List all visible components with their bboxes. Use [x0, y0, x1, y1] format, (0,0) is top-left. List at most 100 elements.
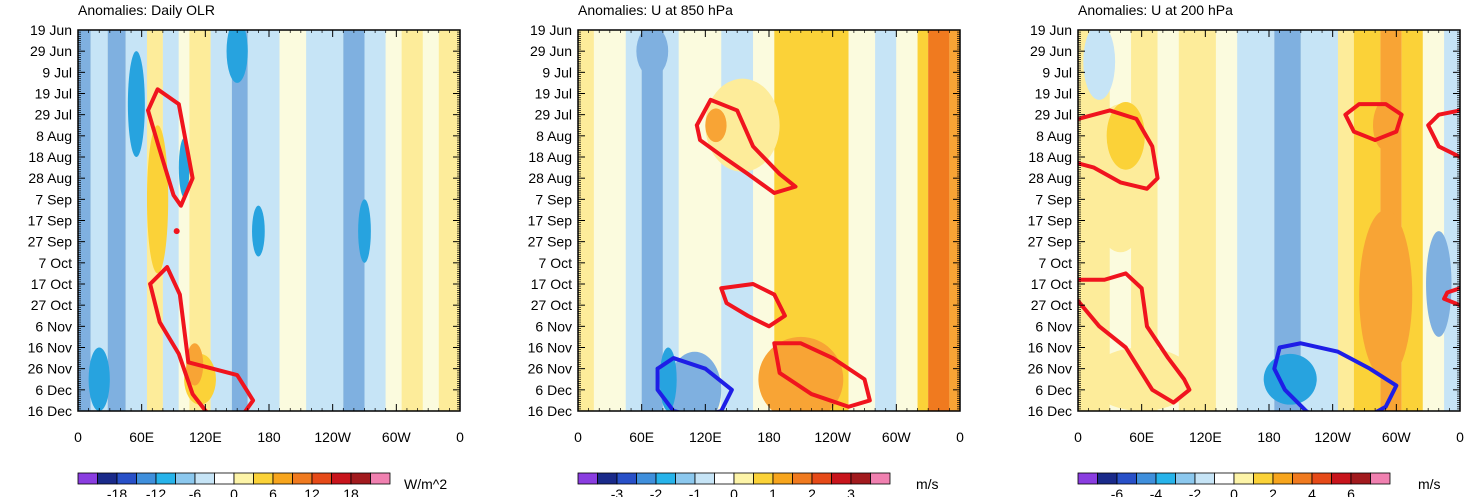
colorbar-swatch: [1292, 472, 1313, 485]
colorbar-swatch: [714, 472, 735, 485]
anomaly-band: [1157, 30, 1179, 411]
colorbar-swatch: [97, 472, 118, 485]
x-tick-label: 120W: [1314, 429, 1351, 445]
colorbar-swatch: [233, 472, 254, 485]
colorbar-swatch: [636, 472, 657, 485]
contour-red: [1078, 108, 1160, 191]
colorbar-swatch: [1175, 472, 1196, 485]
x-tick-label: 60W: [382, 429, 412, 445]
y-tick-label: 29 Jun: [30, 43, 72, 59]
y-tick-label: 7 Sep: [35, 191, 72, 207]
colorbar-swatch: [831, 472, 852, 485]
colorbar-units: m/s: [1418, 476, 1441, 492]
anomaly-blob: [1263, 353, 1317, 405]
y-tick-label: 27 Sep: [1028, 234, 1073, 250]
colorbar-swatch: [253, 472, 274, 485]
y-tick-label: 7 Sep: [535, 191, 572, 207]
anomaly-band: [279, 30, 307, 411]
colorbar-swatch: [1116, 472, 1137, 485]
anomaly-blob: [252, 205, 265, 257]
colorbar-swatch: [1311, 472, 1332, 485]
y-tick-label: 27 Sep: [28, 234, 73, 250]
y-tick-label: 6 Nov: [35, 318, 72, 334]
x-tick-label: 0: [1074, 429, 1082, 445]
y-tick-label: 28 Aug: [528, 170, 572, 186]
anomaly-band: [231, 30, 248, 411]
y-tick-label: 7 Oct: [539, 255, 573, 271]
y-tick-label: 16 Nov: [1028, 340, 1072, 356]
y-tick-label: 9 Jul: [1042, 64, 1072, 80]
y-tick-label: 17 Oct: [531, 276, 572, 292]
colorbar-swatch: [792, 472, 813, 485]
colorbar-swatch: [292, 472, 313, 485]
y-tick-label: 6 Dec: [535, 382, 572, 398]
y-tick-label: 18 Aug: [528, 149, 572, 165]
anomaly-band: [1237, 30, 1275, 411]
colorbar: -6 -4 -2 0 2 4 6 m/s: [1077, 472, 1441, 497]
colorbar-label: -18: [107, 486, 127, 497]
colorbar-units: m/s: [916, 476, 939, 492]
anomaly-blob: [1088, 347, 1195, 411]
colorbar-label: 0: [730, 486, 738, 497]
x-tick-label: 0: [74, 429, 82, 445]
colorbar-swatch: [733, 472, 754, 485]
colorbar-swatch: [753, 472, 774, 485]
anomaly-band: [1300, 30, 1338, 411]
x-tick-label: 0: [456, 429, 464, 445]
y-tick-label: 9 Jul: [542, 64, 572, 80]
plot-area: [1078, 30, 1460, 411]
plot-area: [578, 30, 960, 411]
anomaly-blob: [127, 51, 145, 157]
y-tick-label: 7 Oct: [1039, 255, 1073, 271]
anomaly-band: [662, 30, 679, 411]
x-tick-label: 60W: [1382, 429, 1412, 445]
anomaly-band: [678, 30, 722, 411]
y-tick-label: 29 Jul: [35, 107, 72, 123]
y-tick-label: 8 Aug: [536, 128, 572, 144]
y-tick-label: 26 Nov: [28, 361, 72, 377]
colorbar-label: 2: [1269, 486, 1277, 497]
y-tick-label: 28 Aug: [1028, 170, 1072, 186]
colorbar-label: 12: [304, 486, 320, 497]
anomaly-blob: [358, 199, 371, 263]
contour-blue: [655, 356, 734, 411]
colorbar-swatch: [214, 472, 235, 485]
y-tick-label: 28 Aug: [28, 170, 72, 186]
anomaly-band: [1215, 30, 1238, 411]
x-tick-label: 180: [757, 429, 781, 445]
colorbar-swatch: [1136, 472, 1157, 485]
anomaly-band: [578, 30, 594, 411]
colorbar-label: -6: [189, 486, 202, 497]
colorbar-label: -1: [689, 486, 702, 497]
colorbar-label: 0: [230, 486, 238, 497]
anomaly-band: [422, 30, 439, 411]
colorbar-swatch: [1233, 472, 1254, 485]
y-tick-label: 27 Sep: [528, 234, 573, 250]
y-tick-label: 19 Jun: [30, 22, 72, 38]
y-tick-label: 17 Oct: [31, 276, 72, 292]
colorbar: -18 -12 -6 0 6 12 18 W/m^2: [77, 472, 447, 497]
y-tick-label: 7 Oct: [39, 255, 73, 271]
colorbar-swatch: [811, 472, 832, 485]
x-tick-label: 0: [574, 429, 582, 445]
panel-1: Anomalies: Daily OLR 19 Jun 29 Jun 9 Jul 19 …: [28, 2, 464, 445]
y-tick-label: 29 Jul: [535, 107, 572, 123]
y-tick-label: 16 Dec: [528, 403, 572, 419]
colorbar-label: 3: [847, 486, 855, 497]
plot-area: [78, 30, 460, 411]
colorbar-label: 1: [769, 486, 777, 497]
colorbar-swatch: [772, 472, 793, 485]
anomaly-blob: [705, 108, 727, 143]
colorbar-swatch: [1350, 472, 1371, 485]
anomaly-band: [641, 30, 663, 411]
colorbar-swatch: [616, 472, 637, 485]
colorbar-swatch: [175, 472, 196, 485]
colorbar-swatch: [77, 472, 98, 485]
anomaly-blob: [1359, 209, 1413, 380]
colorbar-units: W/m^2: [404, 476, 447, 492]
contour-blue: [1272, 341, 1399, 411]
colorbar-swatch: [870, 472, 891, 485]
colorbar-swatch: [1077, 472, 1098, 485]
colorbar-swatch: [1272, 472, 1293, 485]
